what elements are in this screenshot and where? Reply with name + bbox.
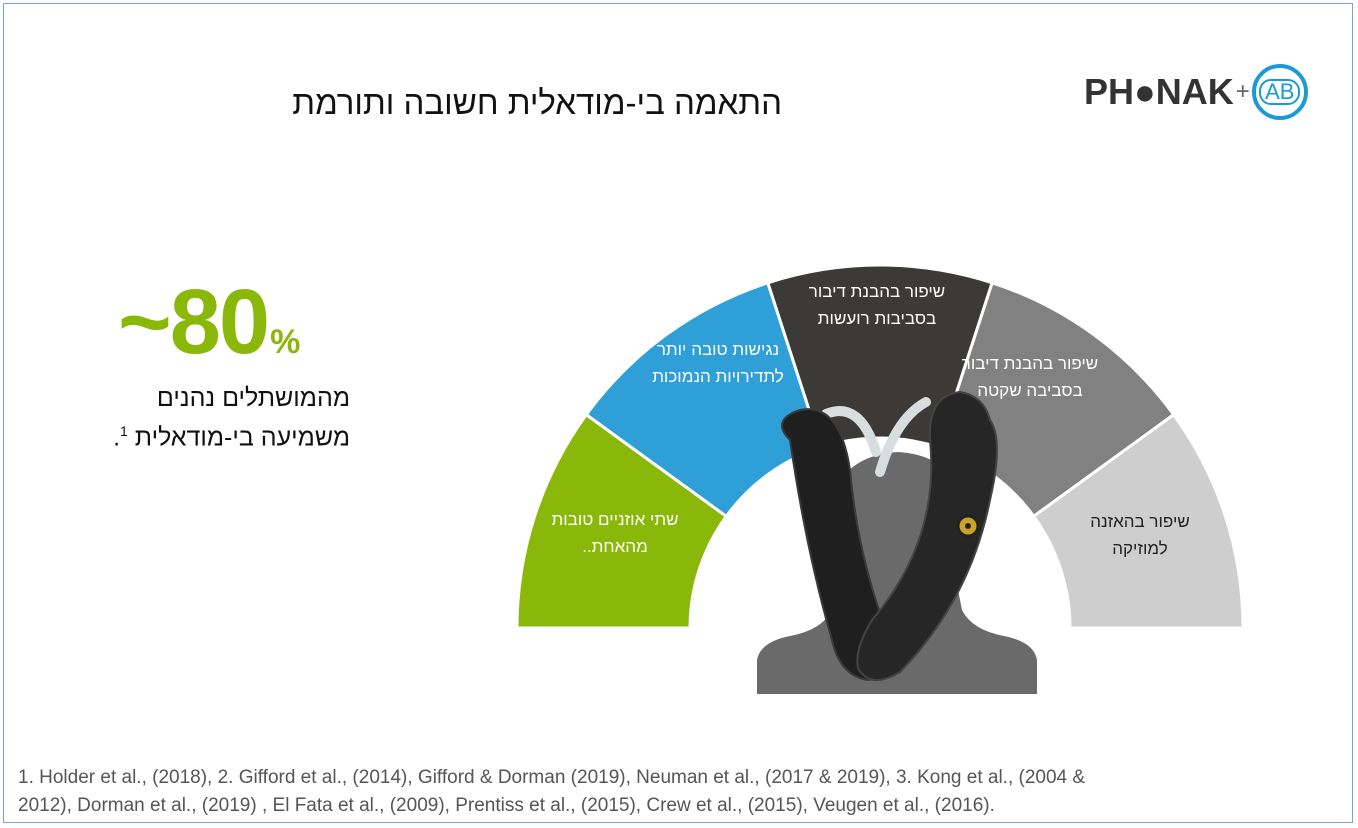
segment-label-quiet-speech: שיפור בהבנת דיבור בסביבה שקטה bbox=[940, 350, 1120, 404]
references-line2: 2012), Dorman et al., (2019) , El Fata e… bbox=[18, 795, 995, 816]
segment-label-music-line1: שיפור בהאזנה bbox=[1090, 512, 1190, 531]
stat-caption-line2: משמיעה בי-מודאלית 1. bbox=[60, 415, 350, 454]
stat-caption-line1: מהמושתלים נהנים bbox=[156, 384, 350, 412]
segment-label-noisy-speech-line1: שיפור בהבנת דיבור bbox=[808, 282, 946, 301]
slide-title: התאמה בי-מודאלית חשובה ותורמת bbox=[292, 84, 782, 121]
segment-label-quiet-speech-line2: בסביבה שקטה bbox=[977, 381, 1083, 400]
stat-caption-line2-text: משמיעה בי-מודאלית bbox=[134, 423, 350, 452]
segment-label-two-ears-line2: מהאחת.. bbox=[582, 537, 648, 556]
segment-label-music-line2: למוזיקה bbox=[1112, 539, 1168, 558]
head-silhouette-icon bbox=[757, 452, 1037, 694]
logo-partner-text: AB bbox=[1259, 79, 1301, 105]
segment-label-quiet-speech-line1: שיפור בהבנת דיבור bbox=[961, 354, 1099, 373]
segment-label-noisy-speech: שיפור בהבנת דיבור בסביבות רועשות bbox=[782, 278, 972, 332]
ab-logo-icon: AB bbox=[1251, 64, 1308, 120]
slide-frame bbox=[3, 3, 1353, 823]
segment-label-low-frequencies-line1: נגישות טובה יותר bbox=[656, 340, 780, 359]
references-footer: 1. Holder et al., (2018), 2. Gifford et … bbox=[18, 764, 1328, 820]
gauge-segments bbox=[515, 263, 1245, 630]
segment-label-low-frequencies: נגישות טובה יותר לתדירויות הנמוכות bbox=[628, 336, 808, 390]
segment-label-two-ears-line1: שתי אוזניים טובות bbox=[551, 510, 679, 529]
segment-label-noisy-speech-line2: בסביבות רועשות bbox=[817, 309, 937, 328]
phonak-ab-logo: PH●NAK + AB bbox=[1084, 56, 1334, 128]
stat-number: ~80 bbox=[118, 271, 270, 373]
hearing-aid-devices-icon bbox=[781, 390, 998, 682]
stat-value: ~80% bbox=[118, 270, 358, 375]
stat-caption-end: . bbox=[113, 423, 121, 452]
gauge-segment-music bbox=[1031, 412, 1245, 630]
logo-plus: + bbox=[1235, 78, 1250, 105]
stat-unit: % bbox=[270, 323, 301, 361]
stat-caption: מהמושתלים נהנים משמיעה בי-מודאלית 1. bbox=[60, 382, 350, 454]
segment-label-low-frequencies-line2: לתדירויות הנמוכות bbox=[652, 367, 784, 386]
segment-label-two-ears: שתי אוזניים טובות מהאחת.. bbox=[515, 506, 715, 560]
segment-label-music: שיפור בהאזנה למוזיקה bbox=[1060, 508, 1220, 562]
logo-brand-text: PH●NAK bbox=[1084, 71, 1234, 112]
stat-footnote-ref: 1 bbox=[120, 423, 128, 439]
references-line1: 1. Holder et al., (2018), 2. Gifford et … bbox=[18, 767, 1086, 788]
